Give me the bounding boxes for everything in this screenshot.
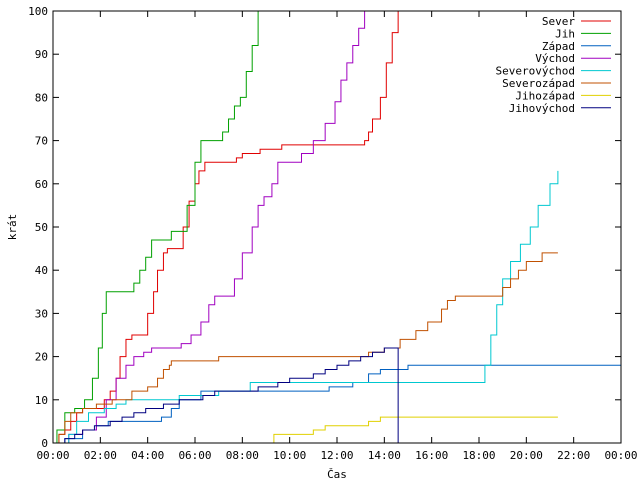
legend-label: Západ [542, 40, 575, 53]
legend-label: Severozápad [502, 77, 575, 90]
y-tick-label: 20 [35, 351, 48, 364]
y-tick-label: 60 [35, 178, 48, 191]
legend-label: Severovýchod [496, 65, 575, 78]
y-tick-label: 10 [35, 394, 48, 407]
x-tick-label: 14:00 [368, 449, 401, 462]
y-tick-label: 30 [35, 307, 48, 320]
series-line-3 [53, 11, 366, 443]
y-tick-label: 0 [41, 437, 48, 450]
series-line-7 [53, 347, 399, 443]
x-tick-label: 16:00 [415, 449, 448, 462]
legend-label: Východ [535, 52, 575, 65]
legend-label: Jihozápad [515, 89, 575, 102]
y-tick-label: 70 [35, 135, 48, 148]
series-line-2 [53, 364, 621, 443]
series-layer [53, 11, 621, 443]
legend: SeverJihZápadVýchodSeverovýchodSeverozáp… [496, 15, 611, 115]
y-tick-label: 80 [35, 91, 48, 104]
y-tick-label: 50 [35, 221, 48, 234]
x-tick-label: 00:00 [36, 449, 69, 462]
x-tick-label: 10:00 [273, 449, 306, 462]
y-tick-label: 90 [35, 48, 48, 61]
series-line-5 [53, 252, 558, 443]
y-axis-title: krát [6, 214, 19, 241]
series-line-6 [271, 416, 558, 443]
x-tick-label: 22:00 [557, 449, 590, 462]
y-tick-label: 100 [28, 5, 48, 18]
series-line-1 [53, 11, 259, 443]
x-tick-label: 20:00 [510, 449, 543, 462]
x-tick-label: 02:00 [84, 449, 117, 462]
x-tick-label: 12:00 [320, 449, 353, 462]
x-tick-label: 00:00 [604, 449, 637, 462]
x-tick-label: 04:00 [131, 449, 164, 462]
legend-label: Jih [555, 27, 575, 40]
series-line-4 [53, 170, 559, 443]
legend-label: Jihovýchod [509, 102, 575, 115]
x-tick-label: 08:00 [226, 449, 259, 462]
x-tick-label: 18:00 [462, 449, 495, 462]
x-tick-label: 06:00 [178, 449, 211, 462]
legend-label: Sever [542, 15, 575, 28]
axis-ticks: 00:00 02:00 04:00 06:00 08:00 10:00 12:00 14:00… [28, 5, 637, 462]
x-axis-title: Čas [327, 468, 347, 480]
y-tick-label: 40 [35, 264, 48, 277]
